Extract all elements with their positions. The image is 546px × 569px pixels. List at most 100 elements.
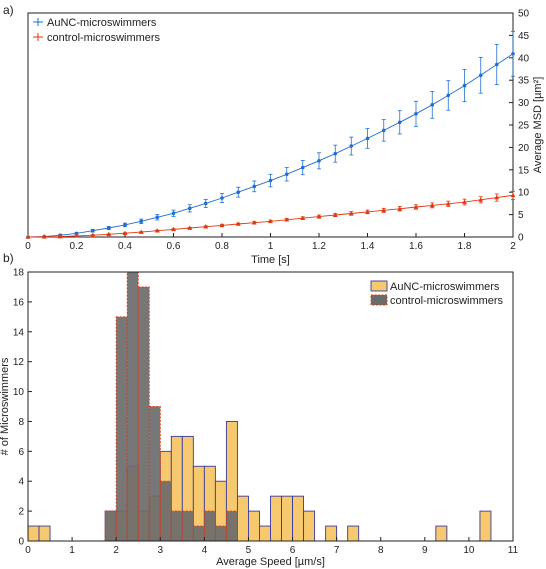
msd-point-marker [123,223,127,227]
msd-point-marker [332,212,338,217]
histogram-y-tick-label: 14 [13,327,25,338]
histogram-y-tick-label: 16 [13,297,25,308]
msd-x-tick-label: 1.6 [409,241,423,252]
msd-point-marker [219,222,225,228]
msd-legend: AuNC-microswimmers control-microswimmers [33,17,161,44]
histogram-bar-control [170,510,183,542]
msd-y-tick-label: 15 [518,165,530,176]
histogram-x-tick-label: 7 [334,545,340,556]
histogram-bar-aunc [248,510,260,542]
msd-point-marker [365,136,370,141]
histogram-bar-aunc [479,510,492,542]
msd-point-marker [155,215,160,220]
msd-point-marker [268,178,273,183]
msd-point-marker [414,112,418,116]
msd-point-marker [236,190,241,194]
histogram-legend-swatch-0 [370,280,388,292]
msd-y-tick-label: 50 [518,9,530,20]
histogram-bar-control [148,406,161,542]
panel-a-label: a) [3,3,14,17]
msd-point-marker [235,221,241,226]
histogram-bar-aunc [281,495,293,542]
histogram-y-tick-label: 4 [18,477,24,488]
msd-point-marker [41,234,47,239]
histogram-x-tick-label: 1 [69,545,75,556]
histogram-y-tick-label: 18 [13,268,25,279]
msd-point-marker [171,226,176,232]
histogram-y-tick-label: 12 [13,357,25,368]
msd-point-marker [203,224,209,229]
histogram-x-tick-label: 5 [246,545,252,556]
msd-point-marker [445,201,451,206]
msd-point-marker [316,214,322,219]
histogram-x-axis-label: Average Speed [µm/s] [216,556,325,568]
msd-point-marker [187,206,192,211]
msd-point-marker [90,228,95,233]
msd-y-tick-label: 10 [518,188,530,199]
histogram-bar-control [137,286,150,542]
msd-y-tick-label: 0 [518,233,524,244]
histogram-bar-aunc [27,525,40,542]
msd-series-line-0 [27,53,514,238]
msd-x-tick-label: 1 [268,241,274,252]
msd-y-tick-label: 30 [518,98,530,109]
msd-point-marker [397,120,402,125]
histogram-bar-control [104,510,117,542]
histogram-bar-control [192,525,205,542]
msd-point-marker [268,218,273,224]
msd-point-marker [348,210,354,216]
msd-x-tick-label: 1.2 [312,241,326,252]
msd-x-tick-label: 1.8 [458,241,472,252]
histogram-x-tick-label: 11 [508,545,519,556]
histogram-legend-swatch-1 [370,294,388,306]
msd-point-marker [397,206,403,211]
histogram-bar-aunc [303,510,316,542]
msd-point-marker [462,199,467,204]
msd-point-marker [494,62,499,67]
msd-y-axis-label: Average MSD [µm²] [532,77,544,174]
msd-point-marker [446,93,451,98]
msd-legend-label-1: control-microswimmers [47,32,161,44]
msd-x-tick-label: 2 [510,241,516,252]
histogram-bar-control [225,510,238,542]
msd-point-marker [430,103,435,107]
msd-point-marker [300,165,305,170]
histogram-y-tick-label: 0 [18,537,24,548]
msd-point-marker [25,234,31,239]
msd-y-tick-label: 35 [518,76,530,87]
msd-point-marker [284,217,290,222]
histogram-bar-control [214,525,227,542]
histogram-bar-aunc [38,525,51,542]
msd-point-marker [252,184,257,189]
msd-point-marker [106,231,112,237]
msd-x-axis-label: Time [s] [251,254,290,266]
msd-point-marker [106,226,111,230]
msd-plot-frame [27,12,514,238]
histogram-x-tick-label: 0 [25,545,31,556]
histogram-x-tick-label: 4 [202,545,208,556]
histogram-x-tick-label: 10 [463,545,475,556]
msd-x-tick-label: 0.4 [118,241,132,252]
histogram-bar-control [181,510,194,542]
msd-point-marker [220,196,224,200]
msd-point-marker [57,233,63,239]
msd-point-marker [381,207,387,213]
histogram-bar-control [126,271,139,542]
msd-point-marker [74,233,79,238]
histogram-bar-aunc [435,525,448,542]
msd-x-tick-label: 0.2 [70,241,84,252]
msd-point-marker [478,73,483,78]
msd-y-tick-label: 20 [518,143,530,154]
histogram-bars [27,271,492,542]
histogram-bar-control [115,316,128,542]
histogram-y-tick-label: 2 [18,507,24,518]
msd-point-marker [203,201,208,206]
histogram-legend: AuNC-microswimmers control-microswimmers [370,280,504,307]
msd-point-marker [462,83,467,88]
msd-y-tick-label: 5 [518,210,524,221]
histogram-bar-aunc [259,525,271,542]
msd-x-tick-label: 0.6 [167,241,181,252]
msd-axis-ticks: 0 0.2 0.4 0.6 0.8 1 1.2 1.4 1.6 1.8 20510152025303… [25,9,529,253]
